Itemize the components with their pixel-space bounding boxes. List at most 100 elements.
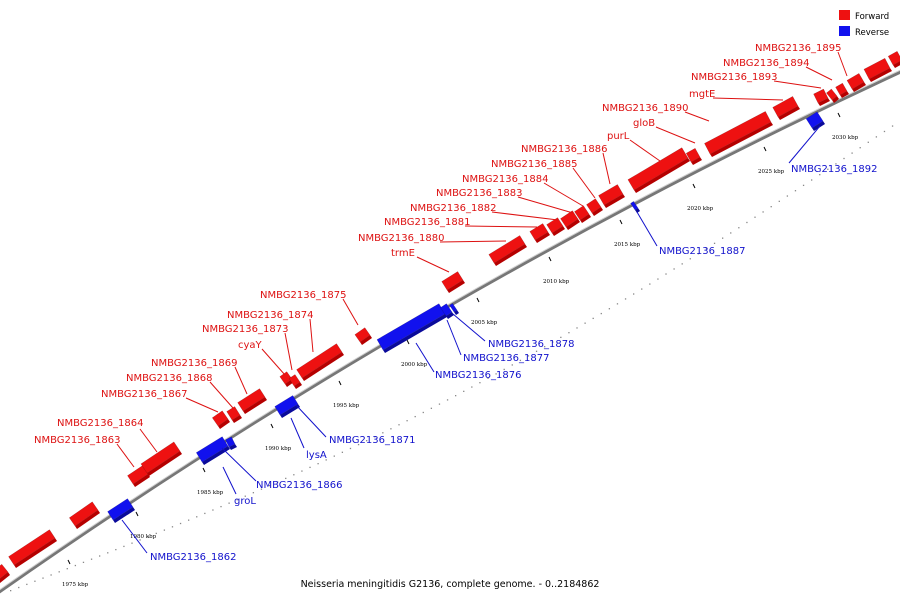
scale-dot <box>552 341 554 343</box>
gene-forward <box>685 147 702 165</box>
label-leader-line <box>342 298 359 326</box>
scale-dot <box>730 232 732 234</box>
gene-label: NMBG2136_1862 <box>150 552 236 563</box>
scale-dot <box>18 586 20 589</box>
gene-forward <box>296 343 344 381</box>
scale-dot <box>147 536 149 538</box>
scale-dot <box>349 447 352 450</box>
gene-forward <box>488 235 527 266</box>
gene-label: NMBG2136_1866 <box>256 480 342 491</box>
gene-forward <box>704 111 773 157</box>
scale-dot <box>786 195 789 197</box>
label-leader-line <box>222 466 237 495</box>
scale-dot <box>762 211 764 213</box>
scale-tick-label: 1985 kbp <box>197 490 224 496</box>
label-leader-line <box>655 126 696 144</box>
scale-dot <box>495 373 497 375</box>
label-leader-line <box>805 66 833 81</box>
scale-tick-mark <box>548 256 552 262</box>
scale-dot <box>705 247 708 250</box>
scale-dot <box>131 542 133 544</box>
gene-labels: NMBG2136_1862NMBG2136_1863NMBG2136_1864g… <box>34 43 877 563</box>
gene-forward <box>772 96 800 120</box>
label-leader-line <box>712 97 784 101</box>
gene-forward <box>813 88 830 106</box>
label-leader-line <box>185 397 219 413</box>
scale-dot <box>746 221 748 224</box>
scale-dot <box>26 583 28 586</box>
scale-dot <box>204 512 206 515</box>
gene-forward <box>826 88 839 103</box>
gene-forward <box>354 327 372 345</box>
scale-dot <box>851 152 853 154</box>
scale-dot <box>58 571 60 573</box>
scale-dot <box>155 532 157 535</box>
gene-reverse <box>440 303 454 319</box>
scale-tick-mark <box>202 467 206 473</box>
label-leader-line <box>773 80 822 89</box>
gene-label: NMBG2136_1892 <box>791 164 877 175</box>
gene-forward <box>529 223 550 243</box>
scale-dot <box>722 237 724 239</box>
scale-dot <box>633 293 635 295</box>
scale-dot <box>883 130 886 133</box>
label-leader-line <box>543 182 584 207</box>
gene-label: trmE <box>391 248 415 259</box>
scale-dot <box>616 303 619 305</box>
scale-tick-mark <box>763 146 767 152</box>
scale-dot <box>74 564 77 567</box>
scale-dot <box>341 451 344 453</box>
gene-reverse <box>805 111 825 131</box>
label-leader-line <box>636 211 658 247</box>
scale-dot <box>608 308 611 310</box>
scale-dot <box>794 190 797 192</box>
label-leader-line <box>837 51 848 77</box>
legend-reverse-label: Reverse <box>855 28 889 38</box>
label-leader-line <box>284 332 293 371</box>
gene-label: NMBG2136_1864 <box>57 418 143 429</box>
scale-dot <box>10 590 12 592</box>
scale-dot <box>560 336 562 339</box>
scale-tick-label: 1995 kbp <box>333 403 360 409</box>
scale-dot <box>309 466 311 469</box>
gene-label: NMBG2136_1871 <box>329 435 415 446</box>
scale-dot <box>843 157 845 160</box>
scale-dot <box>115 548 117 551</box>
gene-forward <box>863 57 892 82</box>
legend-forward-swatch <box>839 10 850 20</box>
gene-reverse <box>225 436 237 450</box>
label-leader-line <box>415 342 435 373</box>
scale-dot <box>503 368 505 371</box>
gene-label: NMBG2136_1869 <box>151 358 237 369</box>
scale-dot <box>293 474 295 476</box>
gene-label: NMBG2136_1867 <box>101 389 187 400</box>
scale-dot <box>317 463 319 465</box>
scale-dot <box>689 258 691 260</box>
scale-dot <box>42 577 44 579</box>
label-leader-line <box>221 447 257 482</box>
scale-ticks: 1975 kbp 1980 kbp 1985 kbp 1990 kbp 1995 kbp… <box>62 112 859 588</box>
scale-dot <box>236 499 238 501</box>
scale-dot <box>406 420 408 422</box>
gene-label: NMBG2136_1881 <box>384 217 470 228</box>
scale-dot <box>624 298 627 300</box>
scale-dot <box>196 516 198 518</box>
gene-forward <box>8 529 57 568</box>
scale-tick-mark <box>837 112 841 118</box>
scale-dot <box>90 558 93 560</box>
scale-dot <box>301 470 303 472</box>
gene-forward <box>68 501 100 529</box>
caption: Neisseria meningitidis G2136, complete g… <box>301 579 600 590</box>
gene-reverse <box>630 200 640 213</box>
scale-dot <box>891 125 894 127</box>
inner-dotted-ring <box>10 125 894 592</box>
scale-dot <box>366 440 368 442</box>
scale-dot <box>576 327 578 329</box>
scale-dot <box>600 312 602 315</box>
scale-dot <box>592 317 594 320</box>
label-leader-line <box>517 196 574 214</box>
backbone-highlight <box>0 69 900 591</box>
gene-label: NMBG2136_1873 <box>202 324 288 335</box>
gene-forward <box>226 406 242 423</box>
